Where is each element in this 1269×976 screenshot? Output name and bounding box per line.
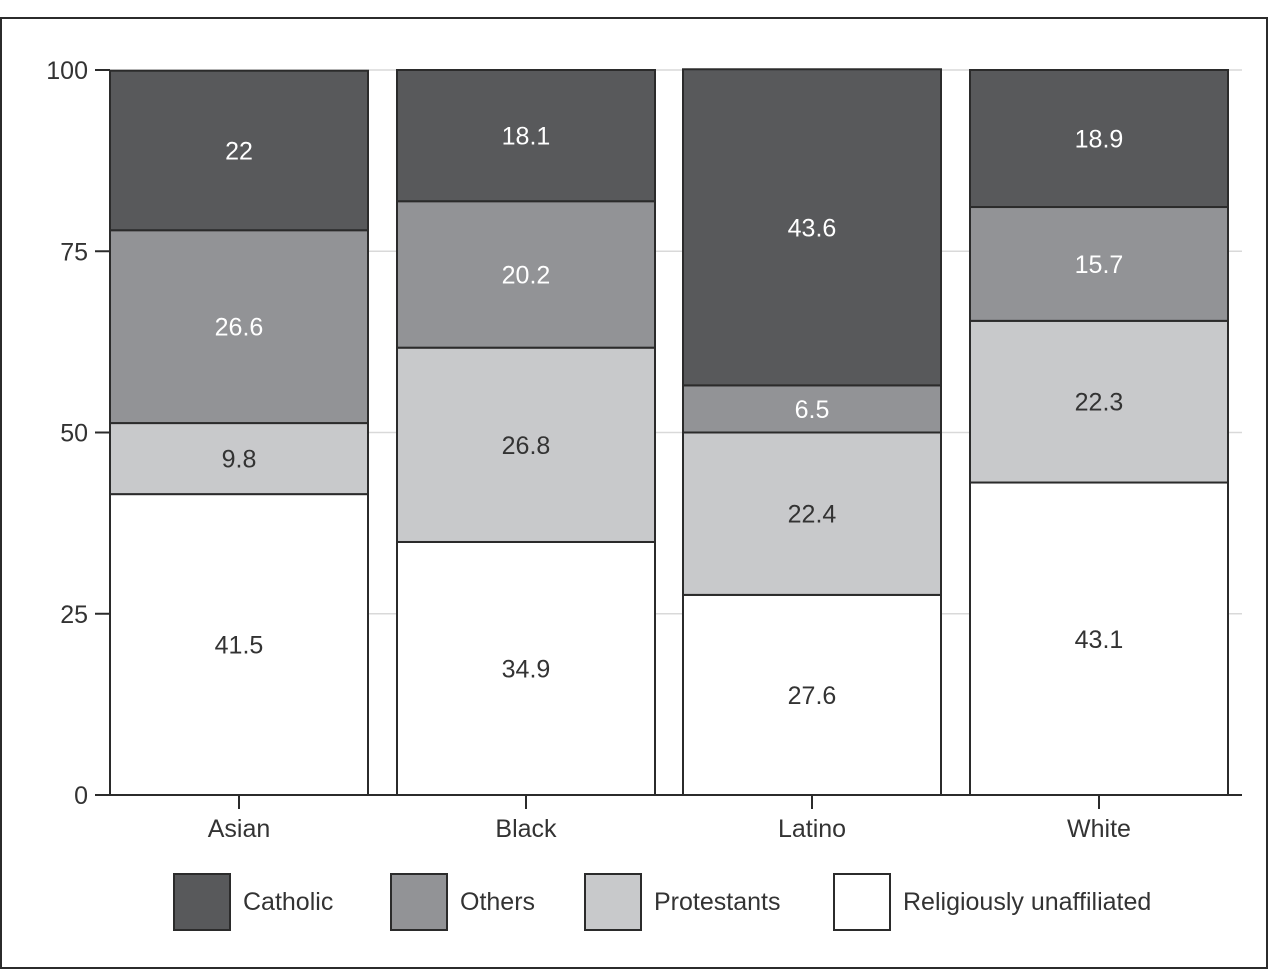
x-tick-label: Black bbox=[495, 815, 557, 843]
axes: 0 25 50 75 100 Asian Black Latino White bbox=[46, 57, 1242, 843]
bar-segment bbox=[682, 593, 942, 797]
bar-segment bbox=[396, 69, 656, 203]
data-label: 9.8 bbox=[222, 446, 257, 474]
x-tick-label: Latino bbox=[778, 815, 846, 843]
y-tick-label: 100 bbox=[46, 57, 88, 85]
bars: 41.5 9.8 26.6 22 34.9 26.8 20.2 18.1 27.6 22.4 6.5… bbox=[109, 68, 1229, 797]
bar-segment bbox=[682, 68, 942, 387]
data-label: 43.6 bbox=[788, 214, 837, 242]
legend-swatch bbox=[584, 873, 642, 931]
bar-segment bbox=[682, 384, 942, 434]
y-tick-label: 75 bbox=[60, 238, 88, 266]
data-label: 18.1 bbox=[502, 123, 551, 151]
legend-label: Others bbox=[460, 888, 535, 916]
data-label: 41.5 bbox=[215, 632, 264, 660]
y-tick-label: 50 bbox=[60, 420, 88, 448]
bar-segment bbox=[396, 346, 656, 543]
y-tick-label: 25 bbox=[60, 601, 88, 629]
data-label: 6.5 bbox=[795, 396, 830, 424]
legend-swatch bbox=[173, 873, 231, 931]
legend-label: Catholic bbox=[243, 888, 333, 916]
bar-segment bbox=[969, 319, 1229, 484]
y-tick-label: 0 bbox=[74, 782, 88, 810]
data-label: 22.3 bbox=[1075, 389, 1124, 417]
bar-segment bbox=[682, 431, 942, 596]
data-label: 27.6 bbox=[788, 682, 837, 710]
legend-swatch bbox=[833, 873, 891, 931]
data-label: 18.9 bbox=[1075, 126, 1124, 154]
data-label: 26.8 bbox=[502, 432, 551, 460]
bar-segment bbox=[109, 229, 369, 425]
x-tick-label: Asian bbox=[208, 815, 271, 843]
bar-segment bbox=[396, 540, 656, 796]
data-label: 20.2 bbox=[502, 261, 551, 289]
legend: Catholic Others Protestants Religiously una… bbox=[173, 873, 1151, 931]
bar-segment bbox=[969, 206, 1229, 322]
data-label: 22 bbox=[225, 137, 253, 165]
data-label: 34.9 bbox=[502, 655, 551, 683]
data-label: 15.7 bbox=[1075, 251, 1124, 279]
legend-label: Protestants bbox=[654, 888, 780, 916]
legend-label: Religiously unaffiliated bbox=[903, 888, 1151, 916]
bar-segment bbox=[969, 481, 1229, 796]
bar-segment bbox=[969, 69, 1229, 209]
x-tick-label: White bbox=[1067, 815, 1131, 843]
legend-swatch bbox=[390, 873, 448, 931]
data-label: 26.6 bbox=[215, 314, 264, 342]
data-label: 22.4 bbox=[788, 501, 837, 529]
data-label: 43.1 bbox=[1075, 626, 1124, 654]
bar-segment bbox=[109, 422, 369, 496]
